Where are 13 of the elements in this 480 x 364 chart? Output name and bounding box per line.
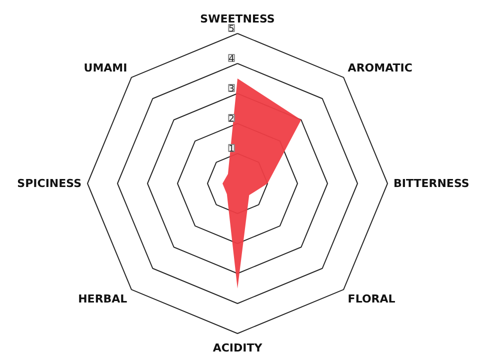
spoke-label: BITTERNESS	[394, 177, 470, 190]
y-tick-label: 4	[228, 54, 235, 64]
spoke-label: FLORAL	[348, 292, 396, 306]
spoke-label: HERBAL	[78, 292, 128, 306]
spoke-label: ACIDITY	[212, 342, 264, 354]
y-tick-label: 3	[228, 84, 234, 94]
spoke-label: AROMATIC	[348, 62, 412, 75]
spoke-label: SPICINESS	[17, 177, 82, 190]
spoke-label: UMAMI	[84, 62, 128, 75]
y-tick-label: 2	[228, 114, 234, 124]
spoke-label: SWEETNESS	[200, 12, 275, 26]
y-tick-label: 1	[228, 144, 234, 154]
y-tick-label: 5	[228, 24, 234, 34]
